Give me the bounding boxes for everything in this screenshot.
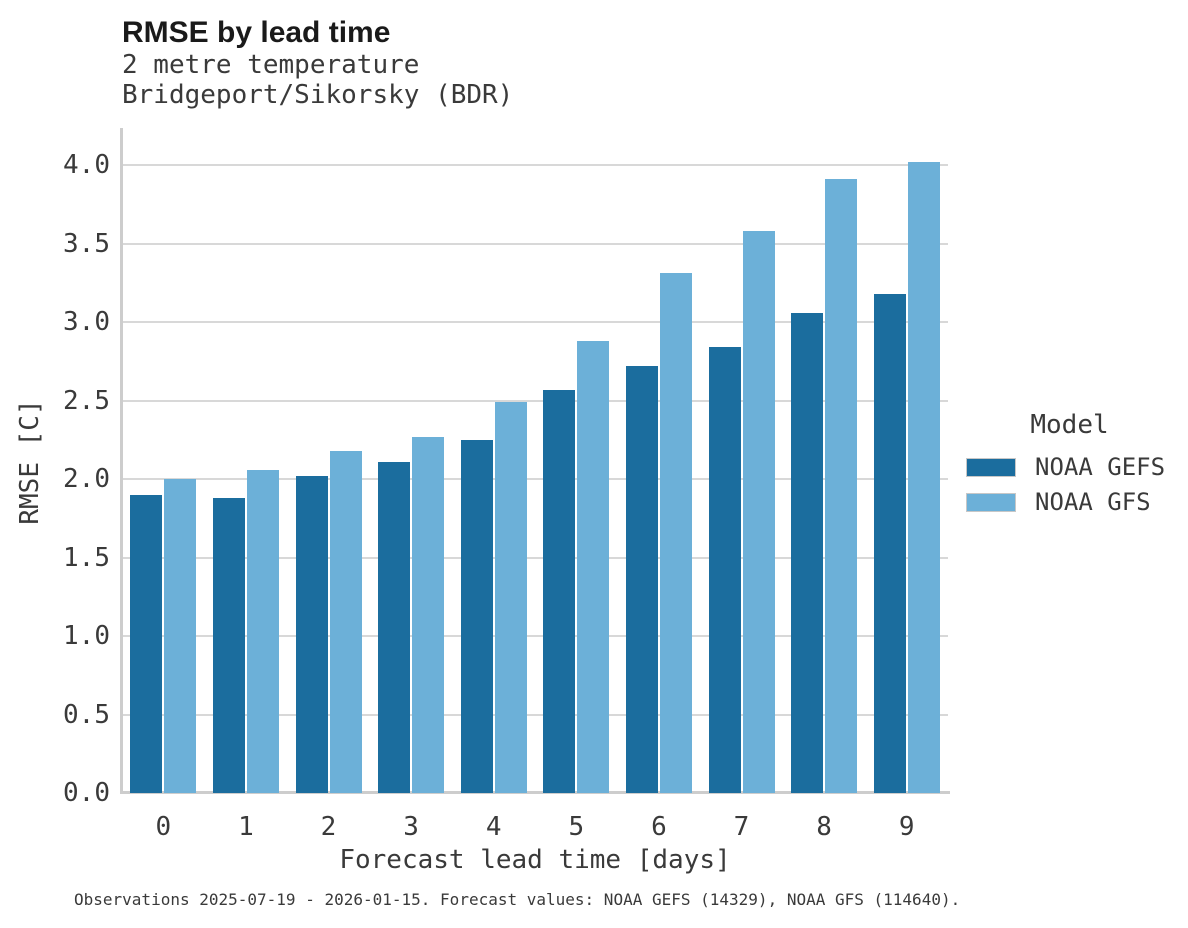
y-tick-label-4.0: 4.0 <box>63 150 110 181</box>
y-tick-label-0.5: 0.5 <box>63 699 110 730</box>
x-tick-label-2: 2 <box>320 812 337 842</box>
legend-entry-noaa-gefs: NOAA GEFS <box>962 453 1177 481</box>
bar-noaa-gefs-lead-8 <box>791 312 824 793</box>
y-tick-label-1.0: 1.0 <box>63 621 110 652</box>
legend-swatch-icon <box>966 492 1016 512</box>
bar-noaa-gefs-lead-4 <box>460 439 493 793</box>
bar-noaa-gfs-lead-9 <box>907 161 940 793</box>
chart-subtitle-line2: Bridgeport/Sikorsky (BDR) <box>122 80 514 110</box>
x-tick-label-0: 0 <box>155 812 172 842</box>
y-axis-title: RMSE [C] <box>15 399 45 525</box>
y-tick-label-1.5: 1.5 <box>63 542 110 573</box>
bar-noaa-gefs-lead-3 <box>378 461 411 793</box>
bar-noaa-gfs-lead-5 <box>577 340 610 793</box>
bar-noaa-gfs-lead-7 <box>742 231 775 793</box>
gridline-y-2.0 <box>123 478 948 481</box>
plot-area <box>122 129 948 793</box>
gridline-y-1.5 <box>123 556 948 559</box>
x-tick-label-5: 5 <box>568 812 585 842</box>
bar-noaa-gefs-lead-6 <box>625 366 658 793</box>
bar-noaa-gefs-lead-1 <box>212 497 245 793</box>
legend: Model NOAA GEFS NOAA GFS <box>962 410 1177 525</box>
x-tick-label-1: 1 <box>238 812 254 842</box>
x-tick-label-3: 3 <box>403 812 419 842</box>
y-tick-label-2.0: 2.0 <box>63 464 110 495</box>
x-axis-line <box>120 791 950 794</box>
legend-label: NOAA GFS <box>1035 488 1151 516</box>
y-axis-spine <box>120 128 123 794</box>
bar-noaa-gfs-lead-6 <box>659 273 692 793</box>
gridline-y-3.5 <box>123 242 948 245</box>
legend-title: Model <box>1030 410 1109 440</box>
chart-title: RMSE by lead time <box>122 16 391 49</box>
bar-noaa-gfs-lead-1 <box>246 469 279 793</box>
x-tick-label-9: 9 <box>898 812 915 842</box>
gridline-y-0.5 <box>123 713 948 716</box>
x-tick-label-8: 8 <box>816 812 832 842</box>
legend-entries: NOAA GEFS NOAA GFS <box>962 453 1177 516</box>
y-tick-label-3.5: 3.5 <box>63 228 110 259</box>
gridline-y-1.0 <box>123 635 948 638</box>
legend-label: NOAA GEFS <box>1035 453 1166 481</box>
bar-noaa-gfs-lead-0 <box>164 479 197 793</box>
x-tick-label-6: 6 <box>651 812 667 842</box>
bar-noaa-gfs-lead-8 <box>825 179 858 793</box>
x-tick-label-7: 7 <box>733 812 750 842</box>
bar-noaa-gefs-lead-5 <box>543 389 576 793</box>
chart-subtitle-line1: 2 metre temperature <box>122 50 420 80</box>
y-tick-label-2.5: 2.5 <box>63 385 110 416</box>
bar-noaa-gefs-lead-9 <box>873 293 906 793</box>
x-tick-label-4: 4 <box>485 812 502 842</box>
y-tick-label-0.0: 0.0 <box>63 778 110 808</box>
gridline-y-3.0 <box>123 321 948 324</box>
gridline-y-2.5 <box>123 399 948 402</box>
bar-noaa-gfs-lead-2 <box>329 450 362 793</box>
legend-entry-noaa-gfs: NOAA GFS <box>962 488 1177 516</box>
x-axis-title: Forecast lead time [days] <box>339 845 731 875</box>
caption: Observations 2025-07-19 - 2026-01-15. Fo… <box>74 890 961 909</box>
legend-swatch-icon <box>966 457 1016 477</box>
bar-noaa-gfs-lead-3 <box>412 436 445 793</box>
bar-noaa-gefs-lead-0 <box>130 494 163 793</box>
bar-noaa-gefs-lead-7 <box>708 347 741 793</box>
bar-noaa-gfs-lead-4 <box>494 402 527 793</box>
gridline-y-4.0 <box>123 164 948 167</box>
bar-noaa-gefs-lead-2 <box>295 475 328 793</box>
y-tick-label-3.0: 3.0 <box>63 307 110 338</box>
